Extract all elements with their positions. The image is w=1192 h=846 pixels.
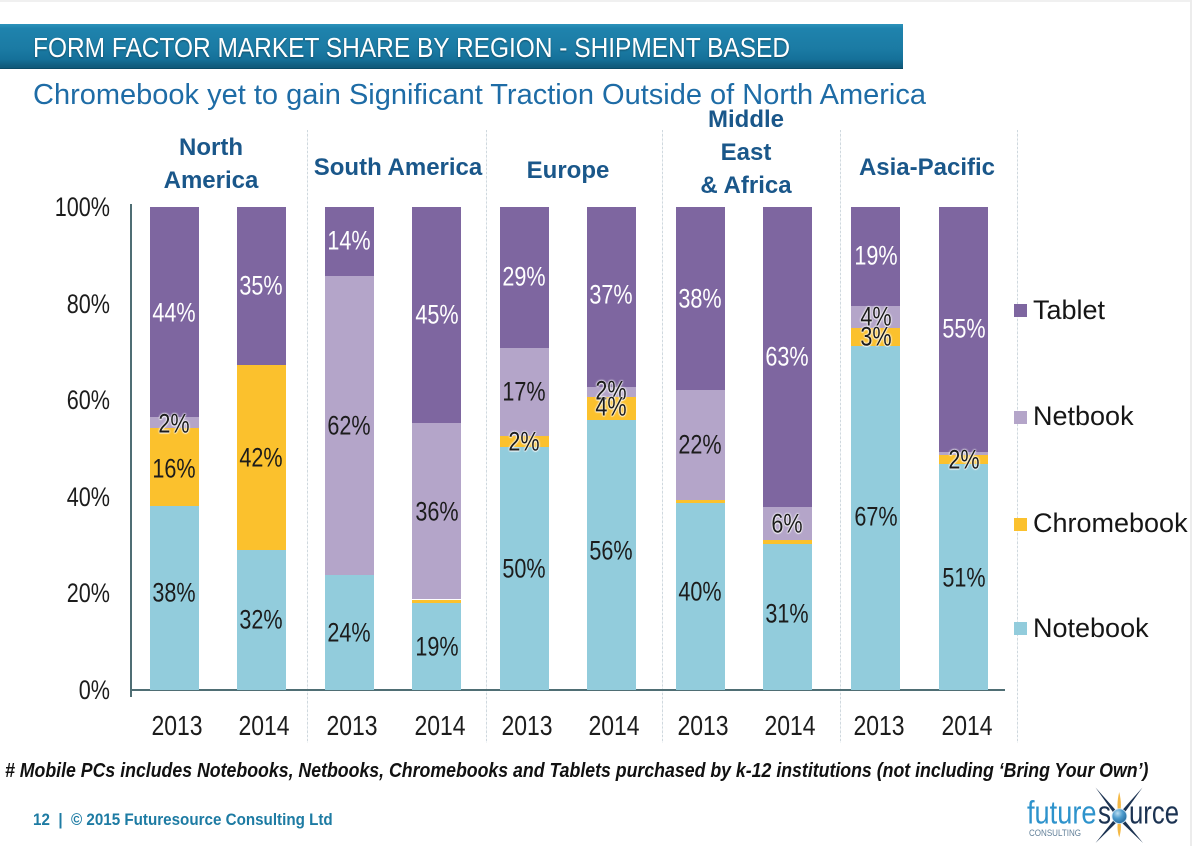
svg-text:CONSULTING: CONSULTING — [1029, 828, 1081, 838]
svg-text:s: s — [1098, 795, 1111, 831]
svg-text:urce: urce — [1129, 795, 1179, 831]
svg-text:future: future — [1027, 795, 1097, 831]
